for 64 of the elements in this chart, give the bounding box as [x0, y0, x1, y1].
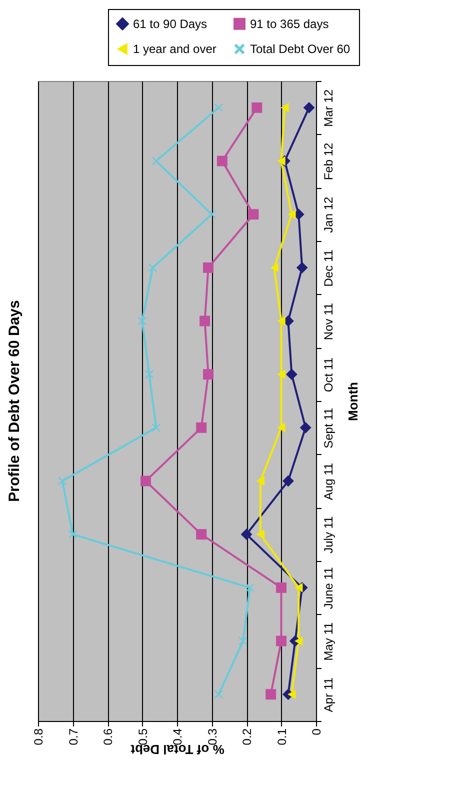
y-tick-label: Aug 11: [322, 462, 336, 500]
x-tick-label: 0.2: [240, 728, 254, 746]
point: [286, 368, 298, 380]
point: [277, 422, 286, 432]
x-tick-label: 0: [310, 728, 324, 736]
legend-label: 61 to 90 Days: [133, 16, 208, 31]
point: [270, 262, 278, 272]
y-tick-label: Dec 11: [322, 249, 336, 287]
point: [152, 423, 160, 432]
point: [203, 262, 214, 273]
point: [252, 102, 262, 113]
point: [277, 370, 286, 380]
point: [256, 530, 265, 540]
point: [140, 476, 151, 486]
point: [277, 316, 286, 326]
x-tick-label: 0.5: [136, 728, 150, 746]
legend-label: 91 to 365 days: [250, 16, 329, 31]
point: [256, 476, 265, 486]
point: [216, 156, 228, 166]
point: [138, 316, 146, 326]
point: [288, 210, 296, 220]
x-tick-label: 0.6: [101, 728, 115, 746]
point: [276, 636, 286, 646]
point: [294, 582, 303, 592]
point: [248, 209, 259, 220]
y-tick-label: May 11: [322, 622, 336, 661]
y-tick-label: June 11: [322, 566, 336, 610]
y-axis-title: Month: [346, 382, 360, 421]
point: [296, 262, 308, 274]
point: [148, 263, 157, 272]
y-tick-label: Nov 11: [322, 302, 336, 340]
point: [300, 422, 312, 434]
x-tick-label: 0.7: [66, 728, 80, 746]
x-tick-label: 0.3: [205, 728, 220, 746]
point: [196, 529, 207, 540]
point: [196, 422, 207, 433]
y-tick-label: Sept 11: [322, 408, 336, 448]
point: [288, 690, 296, 700]
point: [238, 636, 248, 646]
point: [200, 316, 210, 326]
legend-label: 1 year and over: [133, 42, 216, 56]
text: Profile of Debt Over 60 Days: [6, 300, 23, 502]
point: [266, 689, 276, 700]
y-tick-label: July 11: [322, 516, 336, 554]
point: [246, 583, 254, 592]
point: [294, 636, 303, 646]
point: [276, 582, 286, 593]
y-tick-label: Apr 11: [322, 677, 336, 712]
x-tick-label: 0.8: [32, 728, 46, 746]
y-tick-label: Jan 12: [322, 196, 336, 233]
point: [58, 476, 67, 486]
y-tick-label: Oct 11: [322, 357, 336, 392]
point: [280, 102, 289, 112]
point: [277, 156, 286, 166]
point: [203, 369, 214, 380]
y-tick-label: Mar 12: [322, 89, 336, 127]
point: [152, 156, 160, 166]
point: [303, 102, 315, 114]
point: [282, 475, 294, 487]
x-tick-label: 0.1: [274, 728, 289, 746]
point: [240, 528, 252, 540]
y-tick-label: Feb 12: [322, 142, 336, 180]
x-tick-label: 0.4: [170, 728, 184, 746]
legend-label: Total Debt Over 60: [250, 42, 350, 56]
